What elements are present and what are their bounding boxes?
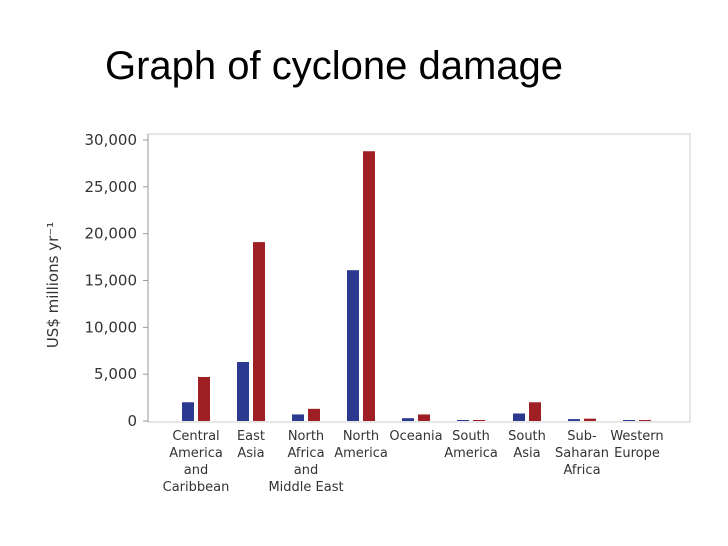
x-category-label: East Asia — [237, 429, 265, 461]
y-tick-label: 15,000 — [85, 272, 138, 290]
bar-series1-9 — [623, 420, 635, 421]
y-tick-label: 0 — [127, 412, 137, 430]
x-category-label-line: South — [508, 429, 546, 444]
y-tick-label: 5,000 — [94, 365, 137, 383]
x-axis-categories: Central America and Caribbean East Asia North A… — [163, 429, 664, 495]
bar-series2-1 — [198, 376, 210, 421]
x-category-label: Oceania — [389, 429, 442, 444]
bar-series1-8 — [568, 419, 580, 421]
bar-series2-3 — [308, 408, 320, 421]
x-category-label-line: South — [452, 429, 490, 444]
x-category-label-line: Saharan — [555, 446, 609, 461]
x-category-label-line: Middle East — [268, 480, 343, 495]
x-category-label-line: Caribbean — [163, 480, 230, 495]
x-category-label: Central America and Caribbean — [163, 429, 230, 495]
x-category-label-line: Oceania — [389, 429, 442, 444]
bar-series1-4 — [347, 270, 359, 421]
bar-series2-5 — [418, 414, 430, 421]
x-category-label: Western Europe — [610, 429, 663, 461]
x-category-label-line: Asia — [237, 446, 264, 461]
bar-series2-4 — [363, 151, 375, 422]
x-category-label-line: North — [288, 429, 324, 444]
x-category-label-line: America — [169, 446, 223, 461]
y-tick-label: 25,000 — [85, 178, 138, 196]
x-category-label-line: Western — [610, 429, 663, 444]
bar-series1-6 — [457, 420, 469, 421]
x-category-label-line: and — [294, 463, 318, 478]
y-axis-ticks: 0 5,000 10,000 15,000 20,000 25,000 30,000 — [85, 131, 148, 430]
x-category-label-line: Sub- — [567, 429, 597, 444]
bar-series2-2 — [253, 242, 265, 421]
x-category-label-line: East — [237, 429, 265, 444]
bar-series1-5 — [402, 418, 414, 421]
x-category-label-line: Central — [172, 429, 219, 444]
x-category-label-line: America — [444, 446, 498, 461]
bar-series2-6 — [473, 420, 485, 421]
x-category-label-line: Africa — [563, 463, 600, 478]
slide-title: Graph of cyclone damage — [105, 44, 564, 88]
x-category-label-line: and — [184, 463, 208, 478]
bar-series2-7 — [529, 402, 541, 421]
x-category-label: Sub- Saharan Africa — [555, 429, 609, 478]
y-tick-label: 10,000 — [85, 318, 138, 336]
plot-frame — [147, 133, 691, 423]
bar-series1-1 — [182, 402, 194, 421]
x-category-label-line: Europe — [614, 446, 660, 461]
bar-series1-7 — [513, 413, 525, 421]
x-category-label: South America — [444, 429, 498, 461]
bars — [182, 151, 651, 422]
x-category-label: North America — [334, 429, 388, 461]
x-category-label-line: America — [334, 446, 388, 461]
x-category-label-line: Africa — [287, 446, 324, 461]
x-category-label-line: Asia — [513, 446, 540, 461]
y-tick-label: 30,000 — [85, 131, 138, 149]
y-tick-label: 20,000 — [85, 225, 138, 243]
y-axis-label: US$ millions yr⁻¹ — [44, 222, 62, 348]
bar-series2-9 — [639, 420, 651, 421]
x-category-label: South Asia — [508, 429, 546, 461]
bar-series1-3 — [292, 414, 304, 421]
bar-series1-2 — [237, 361, 249, 421]
x-category-label-line: North — [343, 429, 379, 444]
bar-series2-8 — [584, 418, 596, 421]
x-category-label: North Africa and Middle East — [268, 429, 343, 495]
